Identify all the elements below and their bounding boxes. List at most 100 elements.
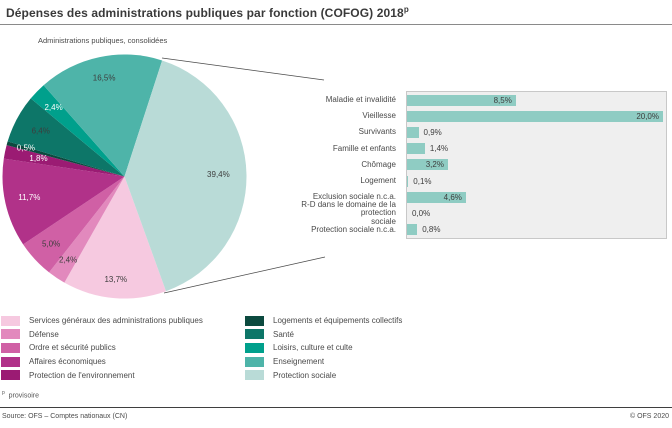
legend-item: Enseignement <box>245 355 324 368</box>
pie-slice-value-label: 0,5% <box>17 144 35 153</box>
bar-row-label: Survivants <box>358 127 396 137</box>
bar-chart-labels: Maladie et invalidité Vieillesse Survivant… <box>280 92 402 238</box>
pie-slice <box>23 176 125 273</box>
legend-item: Logements et équipements collectifs <box>245 314 402 327</box>
legend-item: Services généraux des administrations pu… <box>1 314 203 327</box>
bar-row: 0,0% <box>407 206 666 222</box>
bar-row-label: Maladie et invalidité <box>325 94 396 104</box>
bar-row-label: Vieillesse <box>362 111 396 121</box>
bar-value-label: 4,6% <box>443 192 462 202</box>
legend-label: Défense <box>29 329 59 339</box>
legend-label: Affaires économiques <box>29 357 106 367</box>
bar-row: 3,2% <box>407 157 666 173</box>
bar-chart-panel: 8,5% 20,0% 0,9% 1,4% 3,2% 0,1% 4,6% 0,0% 0,8% <box>406 91 667 239</box>
bar-row: 4,6% <box>407 189 666 205</box>
pie-slices-group <box>2 54 247 299</box>
pie-slice <box>30 85 125 177</box>
bar-value-label: 3,2% <box>425 160 444 170</box>
bar <box>407 94 516 106</box>
bar <box>407 175 409 187</box>
bar-row-label: Famille et enfants <box>332 143 396 153</box>
title-divider <box>0 24 672 25</box>
callout-line-top <box>161 57 325 81</box>
legend-swatch <box>1 342 20 353</box>
pie-slice-value-label: 16,5% <box>93 74 116 83</box>
pie-slice <box>43 54 163 177</box>
legend-swatch <box>1 370 20 381</box>
source-note: Source: OFS – Comptes nationaux (CN) <box>2 413 128 420</box>
legend-swatch <box>1 329 20 340</box>
bar-row: 0,9% <box>407 124 666 140</box>
pie-slice <box>7 98 125 177</box>
chart-legend: Services généraux des administrations pu… <box>0 314 672 386</box>
legend-swatch <box>1 315 20 326</box>
copyright-note: © OFS 2020 <box>629 413 669 420</box>
legend-label: Loisirs, culture et culte <box>273 343 353 353</box>
footer-divider <box>0 407 672 408</box>
pie-slice-value-label: 2,4% <box>59 256 77 265</box>
bar-value-label: 0,9% <box>423 128 442 138</box>
legend-item: Protection de l'environnement <box>1 369 135 382</box>
bar-row: 8,5% <box>407 92 666 108</box>
pie-slice-value-label: 11,7% <box>18 193 40 202</box>
legend-swatch <box>245 329 264 340</box>
bar-row-label: Logement <box>360 176 396 186</box>
bar-row-label: R-D dans le domaine de la protection soc… <box>301 200 396 226</box>
legend-swatch <box>245 370 264 381</box>
pie-slice <box>3 145 125 177</box>
bar-row: 0,8% <box>407 222 666 238</box>
footnote: p provisoire <box>2 390 39 399</box>
bar <box>407 143 425 155</box>
page-title-text: Dépenses des administrations publiques p… <box>6 6 404 20</box>
pie-slice-value-label: 13,7% <box>104 275 127 284</box>
pie-slice-value-label: 6,4% <box>32 127 50 136</box>
bar-value-label: 0,1% <box>413 176 432 186</box>
pie-slice-value-label: 39,4% <box>207 170 230 179</box>
bar-row-label: Exclusion sociale n.c.a. <box>312 192 396 202</box>
bar-row-label: Protection sociale n.c.a. <box>311 224 396 234</box>
pie-slice <box>64 176 167 299</box>
pie-labels-group: 13,7% 2,4% 5,0% 11,7% 1,8%0,5% 6,4% 2,4% 16,5% 3… <box>17 74 230 284</box>
pie-slice <box>2 158 125 245</box>
legend-item: Affaires économiques <box>1 355 106 368</box>
legend-item: Défense <box>1 328 59 341</box>
page-title-superscript: p <box>403 5 409 14</box>
bar <box>407 127 419 139</box>
legend-item: Protection sociale <box>245 369 336 382</box>
pie-slice-value-label: 2,4% <box>44 103 62 112</box>
page-title: Dépenses des administrations publiques p… <box>6 5 409 20</box>
legend-label: Ordre et sécurité publics <box>29 343 116 353</box>
legend-label: Protection de l'environnement <box>29 370 135 380</box>
legend-swatch <box>245 315 264 326</box>
bar <box>407 110 663 122</box>
bar-value-label: 20,0% <box>636 111 659 121</box>
legend-item: Ordre et sécurité publics <box>1 341 116 354</box>
legend-label: Services généraux des administrations pu… <box>29 316 203 325</box>
pie-slice <box>124 60 247 292</box>
bar <box>407 224 418 236</box>
bar-row: 1,4% <box>407 141 666 157</box>
pie-slice <box>6 141 125 177</box>
legend-swatch <box>245 356 264 367</box>
bar <box>407 191 466 203</box>
legend-swatch <box>1 356 20 367</box>
legend-label: Enseignement <box>273 357 325 367</box>
pie-slice-value-label: 1,8% <box>29 154 47 163</box>
bar <box>407 159 448 171</box>
bar-row: 0,1% <box>407 173 666 189</box>
bar-row: 20,0% <box>407 108 666 124</box>
legend-label: Santé <box>273 329 294 339</box>
footnote-text: provisoire <box>8 392 40 400</box>
bar-value-label: 0,8% <box>422 225 441 235</box>
pie-slice <box>49 176 125 283</box>
legend-swatch <box>245 342 264 353</box>
bar-value-label: 8,5% <box>493 95 512 105</box>
bar-value-label: 1,4% <box>429 144 449 154</box>
legend-label: Protection sociale <box>273 370 337 380</box>
legend-label: Logements et équipements collectifs <box>273 316 403 325</box>
legend-item: Santé <box>245 328 294 341</box>
chart-subtitle: Administrations publiques, consolidées <box>38 36 168 45</box>
pie-slice-value-label: 5,0% <box>42 240 60 249</box>
